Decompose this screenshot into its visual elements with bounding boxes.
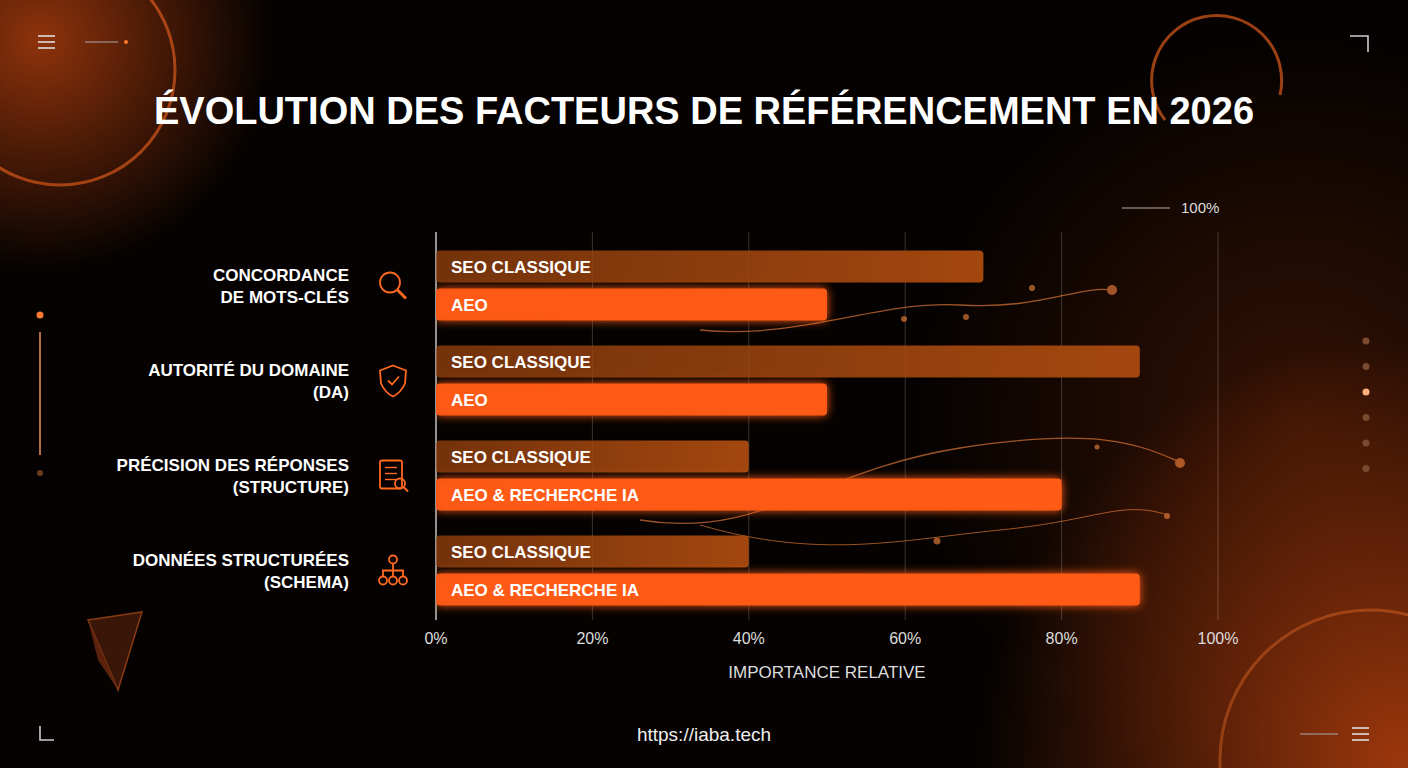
annotation: 100% <box>1181 199 1219 216</box>
decor-dot <box>1363 363 1370 370</box>
tick-label: 80% <box>1046 630 1078 647</box>
decor-dot <box>901 316 907 322</box>
category-icon <box>385 467 397 468</box>
grid-line <box>1218 232 1219 620</box>
bar-labels: SEO CLASSIQUE AEO SEO CLASSIQUE AEO SEO CLAS… <box>451 258 639 600</box>
category-label-line: (SCHEMA) <box>264 573 349 592</box>
bar <box>436 536 749 568</box>
category-icon <box>388 377 399 385</box>
decor-line <box>39 332 41 455</box>
bar-label: SEO CLASSIQUE <box>451 543 591 562</box>
decor-dot <box>1164 513 1170 519</box>
decor-dot <box>934 538 941 545</box>
axis-title: IMPORTANCE RELATIVE <box>728 663 925 682</box>
category-icon <box>399 577 407 585</box>
decor-dot <box>1175 458 1185 468</box>
decor-menu <box>1352 733 1369 735</box>
decor-dot <box>1363 338 1370 345</box>
decor-dot <box>963 314 969 320</box>
category-icon <box>397 290 406 299</box>
category-icon <box>385 473 397 474</box>
tick-label: 100% <box>1198 630 1239 647</box>
decor-shape <box>88 612 142 690</box>
bar-label: AEO & RECHERCHE IA <box>451 486 639 505</box>
decor-dot <box>1363 465 1370 472</box>
category-icon <box>379 577 387 585</box>
category-icon <box>380 366 406 397</box>
decor-menu <box>38 35 55 37</box>
bar <box>436 441 749 473</box>
decor-ring <box>0 0 175 185</box>
grid-line <box>905 232 906 620</box>
decor-dot <box>1107 285 1117 295</box>
category-icon <box>389 556 397 564</box>
category-label-line: (DA) <box>313 383 349 402</box>
chart: ÉVOLUTION DES FACTEURS DE RÉFÉRENCEMENT … <box>0 0 1408 768</box>
tick-label: 20% <box>576 630 608 647</box>
grid-line <box>1061 232 1062 620</box>
decor-dot <box>1363 414 1370 421</box>
decor-dot <box>124 40 128 44</box>
category-icon <box>395 479 405 489</box>
decor-menu <box>38 41 55 43</box>
category-icon <box>389 577 397 585</box>
decor-dot <box>1363 440 1370 447</box>
decor-dot <box>1363 389 1370 396</box>
category-icon <box>383 564 403 577</box>
bar-label: AEO <box>451 296 488 315</box>
decor-menu <box>1352 739 1369 741</box>
category-label-line: CONCORDANCE <box>213 266 349 285</box>
bar <box>436 479 1062 511</box>
source-url: https://iaba.tech <box>637 724 771 745</box>
decor-menu <box>1352 727 1369 729</box>
bar-label: SEO CLASSIQUE <box>451 448 591 467</box>
tick-label: 40% <box>733 630 765 647</box>
category-label: PRÉCISION DES RÉPONSES (STRUCTURE) <box>117 456 349 497</box>
background-glow <box>0 0 270 270</box>
decor-dot <box>1029 285 1035 291</box>
background-glow <box>920 40 1408 768</box>
category-label-line: (STRUCTURE) <box>233 478 349 497</box>
decor-shape <box>88 620 118 690</box>
bar-label: AEO <box>451 391 488 410</box>
bar <box>436 289 827 321</box>
tick-label: 60% <box>889 630 921 647</box>
decor-curve <box>700 510 1168 545</box>
chart-title: ÉVOLUTION DES FACTEURS DE RÉFÉRENCEMENT … <box>154 89 1254 132</box>
category-label-line: DONNÉES STRUCTURÉES <box>133 551 349 570</box>
category-label: DONNÉES STRUCTURÉES (SCHEMA) <box>133 551 349 592</box>
bar-label: SEO CLASSIQUE <box>451 258 591 277</box>
decor-dot <box>37 470 43 476</box>
category-label: CONCORDANCE DE MOTS-CLÉS <box>213 266 349 307</box>
category-icon <box>404 488 408 492</box>
decor-dot <box>37 312 44 319</box>
category-label-line: PRÉCISION DES RÉPONSES <box>117 456 349 475</box>
bar <box>436 251 983 283</box>
decor-dot <box>1095 445 1100 450</box>
bar-label: AEO & RECHERCHE IA <box>451 581 639 600</box>
category-label: AUTORITÉ DU DOMAINE (DA) <box>148 361 349 402</box>
category-icon <box>385 479 397 480</box>
bar <box>436 346 1140 378</box>
category-label-line: DE MOTS-CLÉS <box>221 288 349 307</box>
bar <box>436 574 1140 606</box>
decor-corner <box>1350 36 1368 52</box>
decor-ring <box>1220 610 1408 768</box>
category-icon <box>380 461 402 489</box>
bar-label: SEO CLASSIQUE <box>451 353 591 372</box>
bars <box>436 251 1140 606</box>
decor-corner <box>40 726 54 740</box>
decor-line <box>1300 734 1338 735</box>
bar <box>436 384 827 416</box>
tick-label: 0% <box>424 630 447 647</box>
decor-line <box>1122 207 1170 208</box>
category-label-line: AUTORITÉ DU DOMAINE <box>148 361 349 380</box>
category-labels: CONCORDANCE DE MOTS-CLÉS AUTORITÉ DU DOMAI… <box>117 266 408 592</box>
decor-menu <box>38 47 55 49</box>
decor-line <box>85 42 118 43</box>
